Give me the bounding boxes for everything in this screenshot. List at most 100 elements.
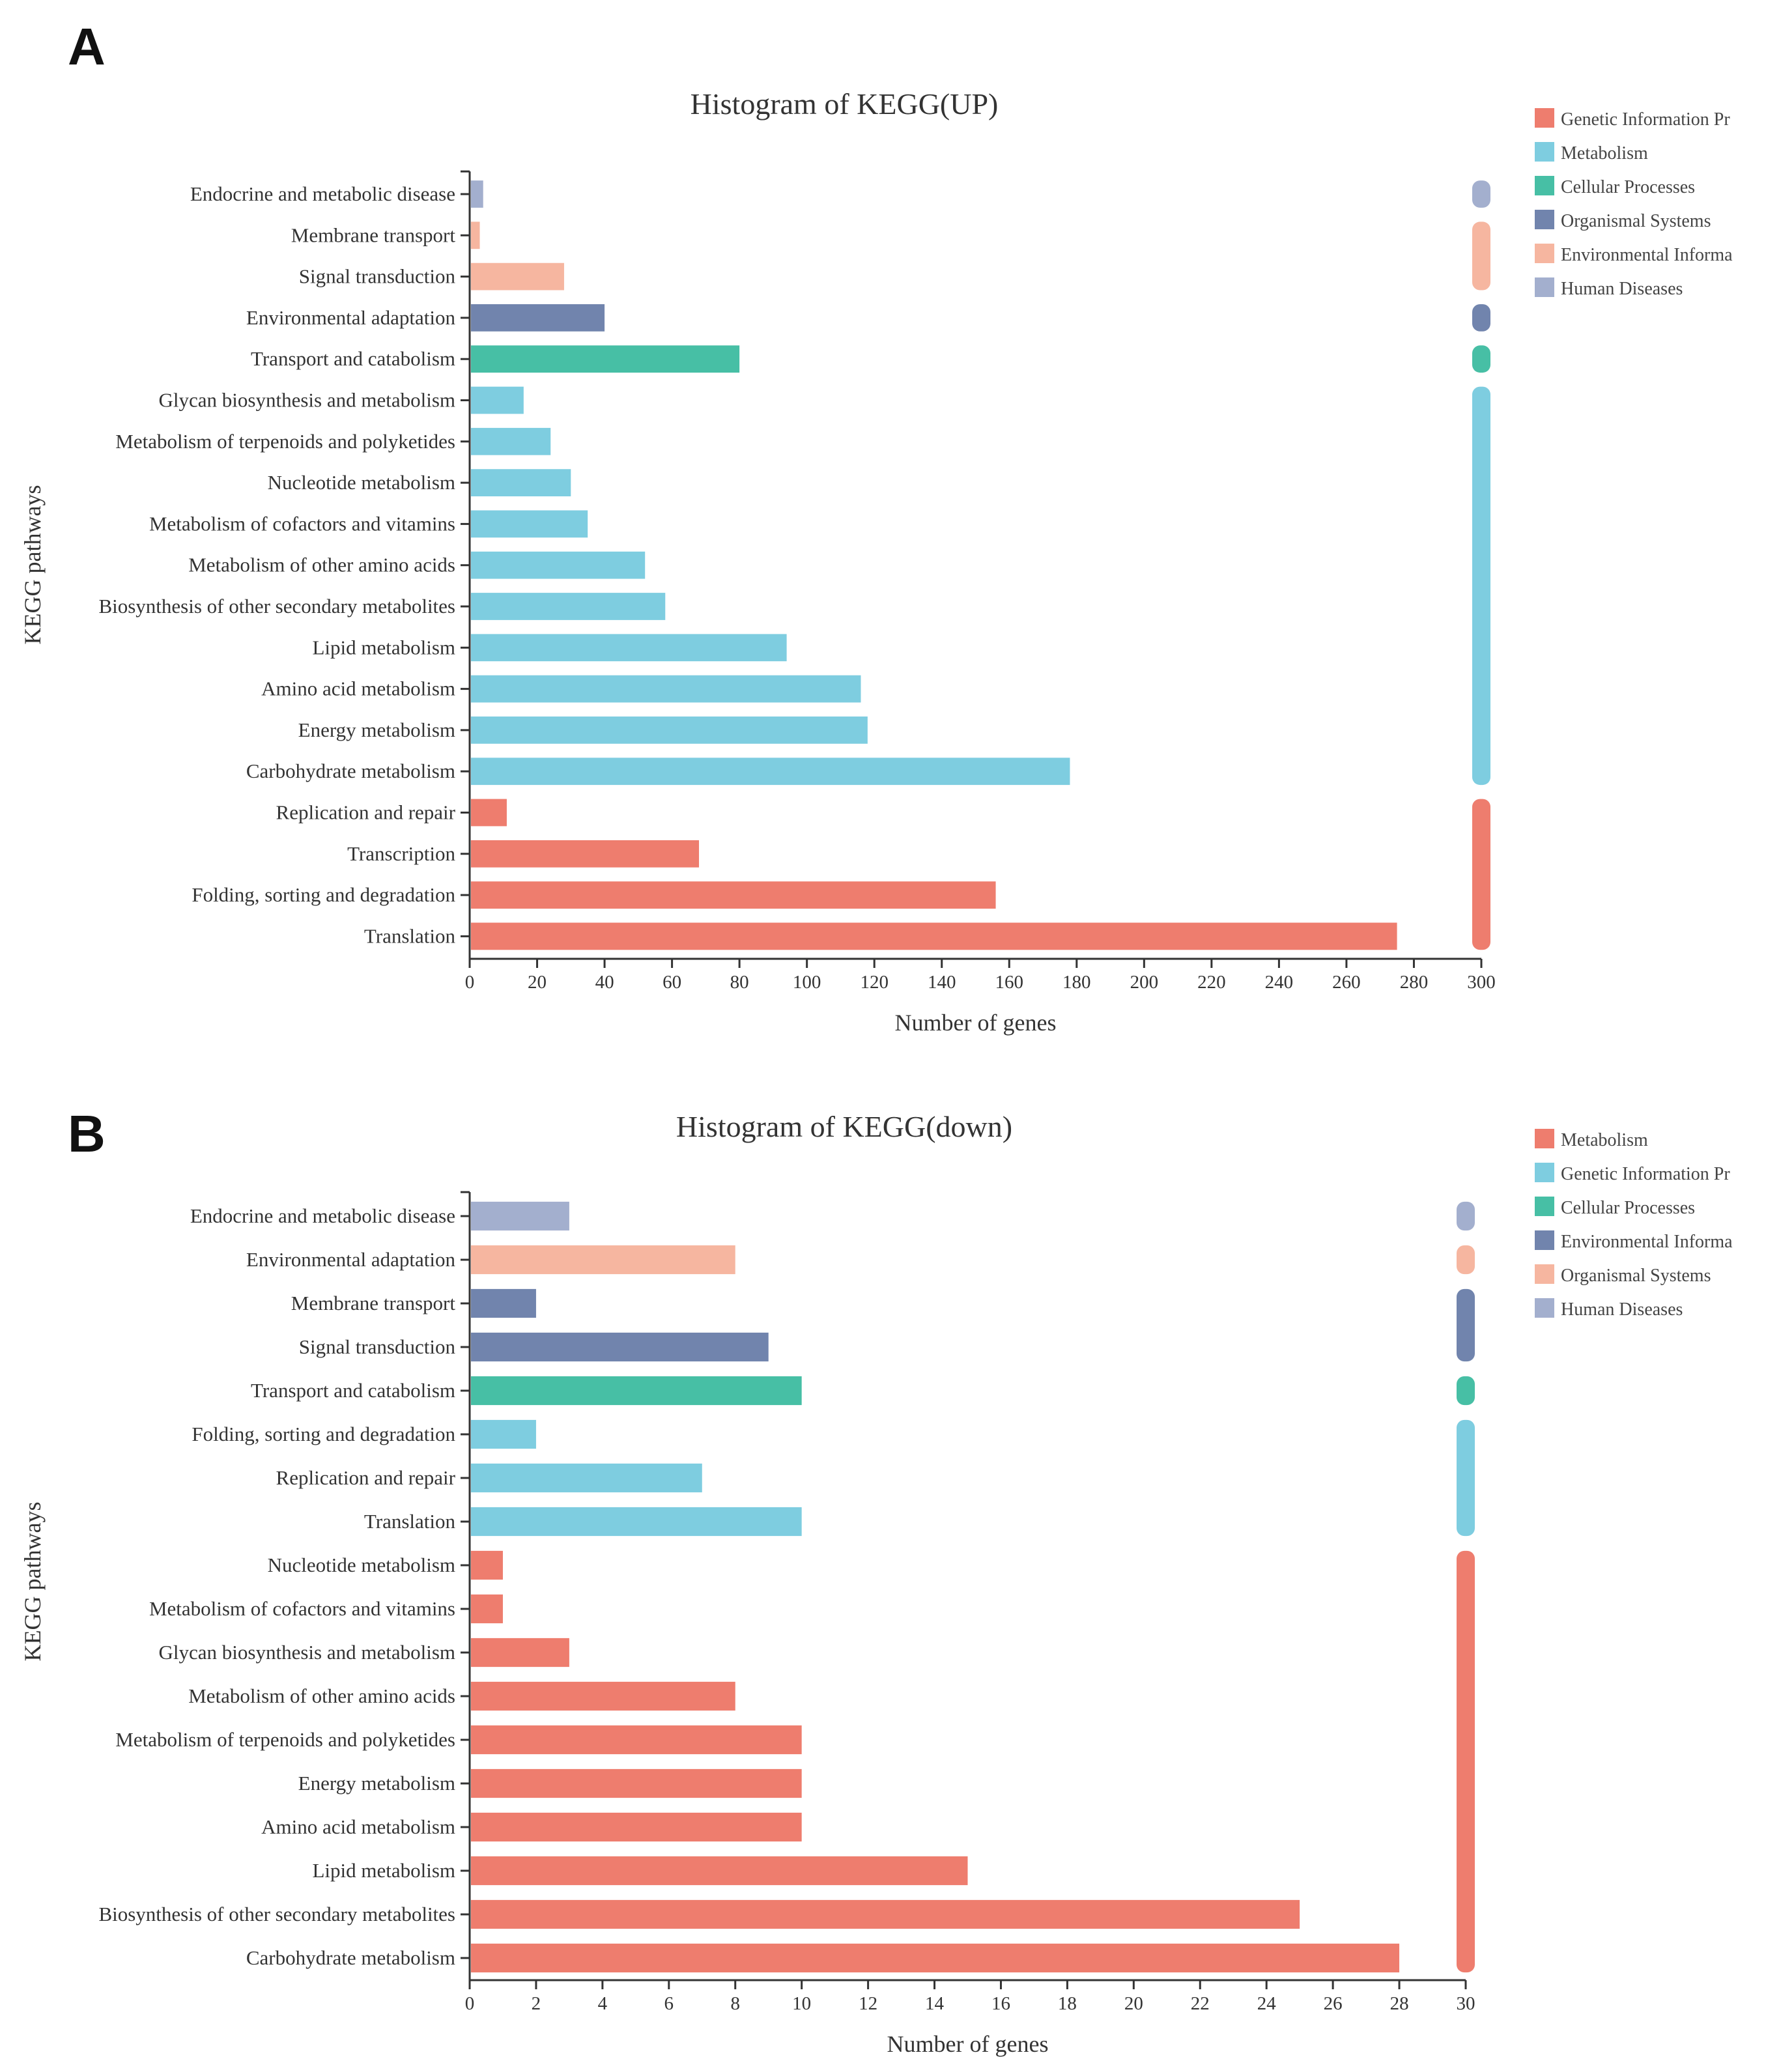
bar (471, 799, 507, 827)
bar (471, 717, 868, 744)
y-tick-label: Amino acid metabolism (261, 677, 455, 700)
legend-label: Human Diseases (1561, 1299, 1683, 1320)
bar (471, 1594, 503, 1624)
x-tick-label: 140 (928, 972, 956, 993)
y-tick-label: Transport and catabolism (251, 347, 455, 370)
x-tick-label: 14 (925, 1993, 945, 2014)
chart-title: Histogram of KEGG(UP) (691, 87, 999, 121)
y-tick-label: Folding, sorting and degradation (192, 1423, 455, 1445)
x-tick-label: 0 (465, 1993, 475, 2014)
bar (471, 1812, 802, 1842)
y-axis-label: KEGG pathways (20, 485, 46, 645)
bar (471, 469, 571, 496)
legend-label: Cellular Processes (1561, 177, 1695, 197)
x-tick-label: 4 (598, 1993, 608, 2014)
y-tick-label: Metabolism of cofactors and vitamins (149, 512, 455, 535)
legend-label: Organismal Systems (1561, 1266, 1711, 1286)
bar (471, 304, 605, 332)
group-indicator-bar (1457, 1550, 1475, 1973)
group-indicator-bar (1457, 1245, 1475, 1275)
y-tick-label: Environmental adaptation (246, 306, 456, 329)
y-tick-label: Metabolism of other amino acids (188, 1684, 455, 1707)
legend-label: Metabolism (1561, 1130, 1648, 1150)
bar (471, 263, 564, 291)
legend-label: Genetic Information Pr (1561, 109, 1730, 130)
legend-swatch (1535, 1298, 1554, 1318)
y-tick-label: Biosynthesis of other secondary metaboli… (98, 1903, 455, 1925)
bar (471, 593, 666, 620)
legend-swatch (1535, 142, 1554, 162)
y-tick-label: Folding, sorting and degradation (192, 883, 455, 906)
legend-swatch (1535, 1230, 1554, 1250)
x-tick-label: 220 (1197, 972, 1226, 993)
x-tick-label: 16 (991, 1993, 1010, 2014)
bar (471, 180, 483, 208)
y-tick-label: Transcription (347, 842, 455, 865)
legend: Genetic Information Pr Metabolism Cellular… (1535, 108, 1733, 299)
bar (471, 1550, 503, 1580)
bar (471, 1681, 735, 1711)
bar (471, 1463, 702, 1493)
y-tick-label: Metabolism of cofactors and vitamins (149, 1597, 455, 1620)
chart-title: Histogram of KEGG(down) (676, 1110, 1012, 1143)
bar (471, 221, 480, 249)
y-tick-label: Endocrine and metabolic disease (190, 1204, 455, 1227)
y-tick-label: Carbohydrate metabolism (246, 759, 455, 782)
y-tick-label: Environmental adaptation (246, 1248, 456, 1271)
y-tick-label: Replication and repair (276, 1466, 456, 1489)
x-tick-label: 12 (859, 1993, 877, 2014)
panel-letter: A (68, 18, 106, 76)
bar (471, 1419, 536, 1449)
y-tick-label: Lipid metabolism (312, 1859, 455, 1882)
y-tick-label: Glycan biosynthesis and metabolism (159, 1641, 455, 1664)
legend-label: Environmental Informa (1561, 1232, 1733, 1252)
bar (471, 1943, 1400, 1973)
y-tick-label: Energy metabolism (298, 718, 455, 741)
y-tick-label: Replication and repair (276, 801, 456, 824)
x-tick-label: 200 (1130, 972, 1159, 993)
x-tick-label: 8 (730, 1993, 740, 2014)
legend-label: Cellular Processes (1561, 1198, 1695, 1218)
legend-swatch (1535, 1163, 1554, 1182)
x-tick-label: 24 (1257, 1993, 1277, 2014)
y-tick-label: Nucleotide metabolism (268, 1554, 455, 1576)
x-tick-label: 20 (528, 972, 547, 993)
x-tick-label: 300 (1467, 972, 1496, 993)
bar (471, 675, 861, 703)
legend-label: Human Diseases (1561, 279, 1683, 299)
chart-panel-a: A Histogram of KEGG(UP) Endocrine and meta… (20, 18, 1733, 1036)
x-tick-label: 2 (532, 1993, 541, 2014)
x-tick-label: 28 (1390, 1993, 1409, 2014)
x-tick-label: 20 (1124, 1993, 1143, 2014)
y-tick-label: Glycan biosynthesis and metabolism (159, 389, 455, 412)
x-tick-label: 6 (664, 1993, 674, 2014)
y-tick-label: Metabolism of terpenoids and polyketides (115, 430, 455, 453)
y-tick-label: Endocrine and metabolic disease (190, 182, 455, 205)
legend: Metabolism Genetic Information Pr Cellular… (1535, 1129, 1733, 1320)
bar (471, 1288, 536, 1318)
legend-swatch (1535, 176, 1554, 195)
y-tick-label: Translation (364, 1510, 456, 1533)
legend-swatch (1535, 1264, 1554, 1284)
group-indicator-bar (1457, 1419, 1475, 1537)
legend-label: Organismal Systems (1561, 211, 1711, 231)
group-indicator-bar (1472, 345, 1490, 373)
x-tick-label: 60 (662, 972, 681, 993)
y-tick-label: Transport and catabolism (251, 1379, 455, 1402)
bar (471, 1332, 769, 1362)
bar (471, 1768, 802, 1798)
y-tick-label: Membrane transport (291, 223, 456, 246)
bar (471, 551, 646, 579)
legend-swatch (1535, 108, 1554, 128)
bar (471, 922, 1397, 950)
chart-panel-b: B Histogram of KEGG(down) Endocrine and me… (20, 1105, 1733, 2057)
x-tick-label: 160 (995, 972, 1024, 993)
y-tick-label: Nucleotide metabolism (268, 471, 455, 494)
x-axis-label: Number of genes (895, 1010, 1057, 1036)
y-tick-label: Membrane transport (291, 1292, 456, 1314)
legend-label: Metabolism (1561, 143, 1648, 163)
group-indicator-bar (1457, 1288, 1475, 1362)
bar (471, 386, 524, 414)
bar (471, 1507, 802, 1537)
bar (471, 1245, 735, 1275)
